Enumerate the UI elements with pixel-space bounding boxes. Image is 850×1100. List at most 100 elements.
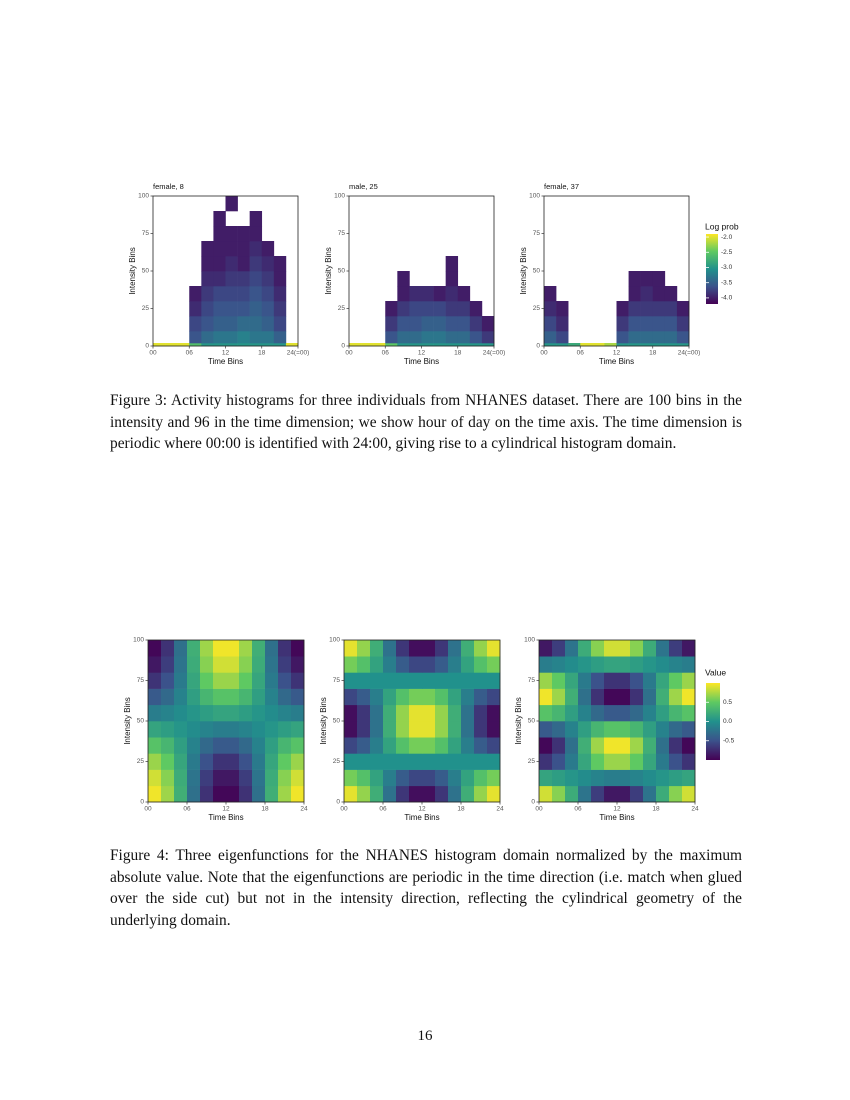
heatmap-cell bbox=[226, 769, 240, 787]
heatmap-cell bbox=[385, 343, 398, 347]
heatmap-cell bbox=[474, 721, 488, 738]
heatmap-cell bbox=[261, 301, 275, 317]
heatmap-cell bbox=[664, 331, 678, 344]
heatmap-cell bbox=[682, 704, 696, 722]
heatmap-cell bbox=[265, 785, 279, 803]
heatmap-cell bbox=[200, 704, 214, 722]
x-tick-label: 06 bbox=[577, 350, 585, 357]
heatmap-cell bbox=[616, 316, 629, 332]
colorbar bbox=[706, 683, 720, 760]
heatmap-cell bbox=[656, 769, 670, 787]
heatmap-cell bbox=[261, 331, 275, 344]
heatmap-cell bbox=[261, 316, 275, 332]
x-tick-label: 24(=00) bbox=[287, 350, 310, 357]
heatmap-cell bbox=[174, 737, 188, 754]
heatmap-cell bbox=[409, 737, 423, 754]
y-axis-label: Intensity Bins bbox=[519, 247, 528, 295]
heatmap-cell bbox=[457, 286, 471, 302]
heatmap-cell bbox=[461, 785, 475, 803]
heatmap-cell bbox=[433, 286, 446, 302]
x-tick-label: 00 bbox=[345, 350, 353, 357]
heatmap-cell bbox=[422, 672, 436, 689]
y-tick-label: 25 bbox=[528, 758, 536, 765]
heatmap-cell bbox=[578, 721, 592, 738]
heatmap-cell bbox=[396, 672, 410, 689]
heatmap-cell bbox=[187, 753, 201, 770]
y-tick-label: 0 bbox=[140, 799, 144, 806]
heatmap-cell bbox=[177, 343, 190, 347]
heatmap-cell bbox=[604, 785, 618, 803]
heatmap-cell bbox=[617, 753, 631, 770]
page-number: 16 bbox=[417, 1028, 433, 1044]
heatmap-cell bbox=[469, 301, 483, 317]
heatmap-cell bbox=[591, 753, 605, 770]
heatmap-cell bbox=[201, 286, 214, 302]
heatmap-cell bbox=[461, 672, 475, 689]
heatmap-cell bbox=[200, 769, 214, 787]
heatmap-cell bbox=[383, 753, 397, 770]
heatmap-cell bbox=[539, 785, 553, 803]
x-tick-label: 18 bbox=[454, 350, 462, 357]
x-tick-label: 06 bbox=[382, 350, 390, 357]
heatmap-cell bbox=[617, 656, 631, 673]
heatmap-cell bbox=[291, 656, 305, 673]
heatmap-cell bbox=[225, 256, 238, 272]
heatmap-cell bbox=[397, 286, 410, 302]
heatmap-cell bbox=[448, 769, 462, 787]
heatmap-cell bbox=[409, 656, 423, 673]
heatmap-cell bbox=[189, 331, 202, 344]
heatmap-cell bbox=[643, 753, 657, 770]
heatmap-cell bbox=[252, 672, 266, 689]
heatmap-cell bbox=[617, 640, 631, 657]
heatmap-cell bbox=[174, 704, 188, 722]
heatmap-cell bbox=[161, 721, 175, 738]
y-tick-label: 75 bbox=[528, 677, 536, 684]
heatmap-cell bbox=[278, 785, 292, 803]
heatmap-cell bbox=[291, 753, 305, 770]
heatmap-cell bbox=[344, 672, 358, 689]
heatmap-cell bbox=[669, 656, 683, 673]
heatmap-cell bbox=[461, 721, 475, 738]
heatmap-cell bbox=[448, 785, 462, 803]
heatmap-cell bbox=[643, 688, 657, 706]
y-tick-label: 50 bbox=[528, 718, 536, 725]
heatmap-cell bbox=[397, 343, 410, 347]
heatmap-cell bbox=[421, 343, 434, 347]
heatmap-cell bbox=[261, 256, 275, 272]
heatmap-cell bbox=[664, 316, 678, 332]
heatmap-cell bbox=[265, 704, 279, 722]
heatmap-cell bbox=[373, 343, 386, 347]
heatmap-cell bbox=[640, 271, 654, 287]
x-axis-label: Time Bins bbox=[599, 813, 634, 822]
heatmap-cell bbox=[252, 737, 266, 754]
heatmap-cell bbox=[676, 331, 690, 344]
heatmap-cell bbox=[640, 286, 654, 302]
heatmap-cell bbox=[652, 331, 666, 344]
y-tick-label: 25 bbox=[338, 305, 346, 312]
heatmap-cell bbox=[226, 656, 240, 673]
heatmap-cell bbox=[383, 656, 397, 673]
heatmap-cell bbox=[669, 640, 683, 657]
heatmap-cell bbox=[487, 672, 501, 689]
heatmap-cell bbox=[591, 640, 605, 657]
heatmap-cell bbox=[664, 343, 678, 347]
heatmap-cell bbox=[656, 737, 670, 754]
heatmap-cell bbox=[370, 688, 384, 706]
heatmap-cell bbox=[357, 785, 371, 803]
heatmap-cell bbox=[422, 704, 436, 722]
heatmap-cell bbox=[239, 688, 253, 706]
heatmap-cell bbox=[433, 301, 446, 317]
heatmap-cell bbox=[278, 688, 292, 706]
heatmap-cell bbox=[385, 301, 398, 317]
heatmap-cell bbox=[664, 286, 678, 302]
heatmap-cell bbox=[435, 656, 449, 673]
heatmap-cell bbox=[409, 688, 423, 706]
heatmap-cell bbox=[565, 721, 579, 738]
heatmap-cell bbox=[252, 656, 266, 673]
heatmap-cell bbox=[273, 286, 287, 302]
heatmap-cell bbox=[565, 737, 579, 754]
heatmap-cell bbox=[628, 301, 641, 317]
x-tick-label: 24(=00) bbox=[678, 350, 701, 357]
y-tick-label: 25 bbox=[533, 305, 541, 312]
heatmap-cell bbox=[237, 286, 250, 302]
